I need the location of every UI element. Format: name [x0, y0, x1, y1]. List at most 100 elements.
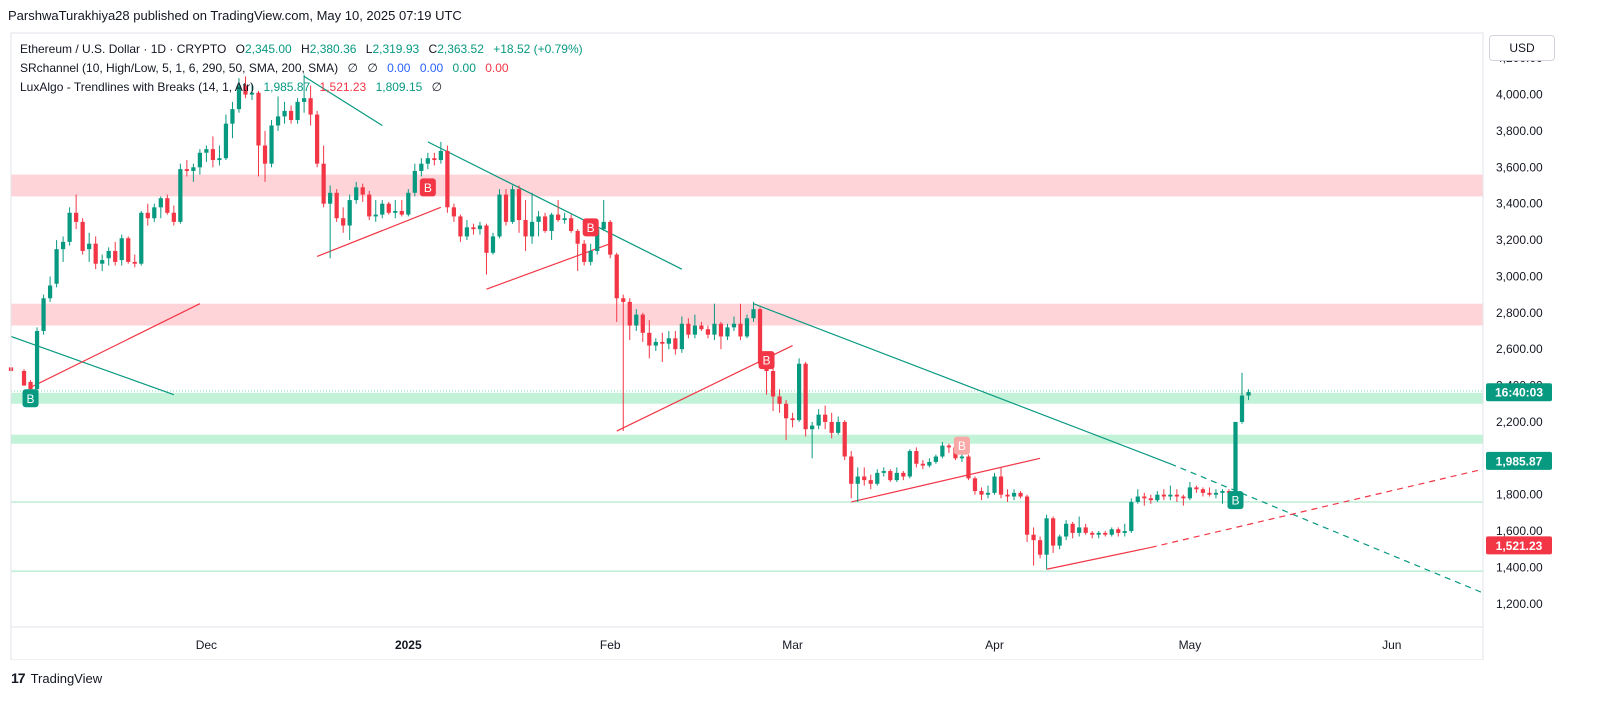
candle-body [542, 216, 548, 231]
footer-brand: 17 TradingView [11, 670, 102, 686]
candle-down [790, 412, 795, 428]
candle-body [1070, 523, 1075, 533]
candle-body [236, 85, 242, 110]
candle-body [816, 414, 821, 426]
candle-body [87, 243, 92, 250]
candle-body [41, 298, 46, 331]
candle-down [1037, 536, 1043, 559]
candle-body [1011, 492, 1017, 497]
candle-down [471, 223, 476, 235]
candle-body [803, 363, 808, 430]
candle-body [119, 238, 124, 261]
y-tick-label: 3,000.00 [1496, 269, 1543, 283]
candle-up [425, 152, 430, 170]
candle-up [1187, 481, 1193, 501]
candle-body [751, 309, 756, 319]
candle-down [1161, 489, 1166, 501]
candle-up [1239, 372, 1245, 424]
candle-up [816, 409, 821, 430]
marker-badge [1227, 491, 1244, 510]
candle-down [569, 214, 574, 233]
x-axis: Dec 2025 Feb Mar Apr May Jun [196, 638, 1402, 652]
sr-zones [11, 174, 1483, 444]
candle-down [315, 110, 320, 168]
candle-down [432, 152, 437, 166]
candle-up [836, 416, 841, 435]
y-tick-label: 1,400.00 [1496, 560, 1543, 574]
candle-body [458, 216, 463, 237]
candle-up [139, 210, 144, 266]
currency-button[interactable]: USD [1489, 35, 1555, 61]
candle-body [666, 338, 671, 344]
candle-down [972, 476, 978, 495]
candle-down [862, 467, 867, 486]
candlestick-chart[interactable]: B B B B B B 1,200.00 1,400.00 1,600.00 1,800.00 2… [0, 0, 1600, 660]
candle-down [308, 85, 313, 126]
candle-body [328, 192, 333, 204]
luxalgo-value: 1,809.15 [375, 80, 423, 94]
candle-body [321, 163, 326, 204]
candle-up [191, 163, 196, 182]
candle-body [1024, 496, 1030, 535]
candle-up [1213, 489, 1219, 499]
candle-body [197, 152, 203, 168]
candle-down [946, 443, 952, 453]
candle-body [380, 203, 385, 215]
candle-up [751, 301, 756, 322]
candle-body [445, 150, 450, 208]
marker-label: B [958, 439, 966, 453]
candle-body [1207, 492, 1212, 495]
srchannel-value: 0.00 [387, 61, 411, 75]
sr-zone [11, 434, 1483, 444]
candle-down [673, 331, 678, 355]
marker-label: B [587, 221, 595, 235]
candle-up [634, 309, 639, 331]
candle-body [770, 371, 776, 397]
candle-up [881, 467, 886, 477]
candle-body [373, 214, 378, 217]
support-lines [11, 390, 1483, 572]
y-tick-label: 2,200.00 [1496, 415, 1543, 429]
candle-down [386, 201, 391, 215]
trendline [486, 243, 611, 290]
luxalgo-name[interactable]: LuxAlgo - Trendlines with Breaks (14, 1,… [20, 80, 255, 94]
symbol-name[interactable]: Ethereum / U.S. Dollar · 1D · CRYPTO [20, 42, 227, 56]
candle-body [262, 145, 268, 164]
candle-down [979, 487, 984, 501]
candle-body [901, 472, 906, 477]
candle-down [360, 183, 365, 202]
candle-body [1168, 494, 1173, 497]
srchannel-name[interactable]: SRchannel (10, High/Low, 5, 1, 6, 290, 5… [20, 61, 339, 75]
x-tick-label: Feb [600, 638, 621, 652]
candle-body [855, 476, 860, 484]
candle-body [1174, 494, 1179, 497]
candle-body [67, 212, 72, 242]
candle-body [992, 476, 997, 493]
candle-body [569, 218, 574, 231]
candle-up [380, 200, 385, 219]
candle-up [1135, 489, 1140, 504]
candle-body [21, 371, 27, 386]
candle-body [555, 214, 561, 221]
candle-body [145, 212, 150, 219]
candle-body [438, 150, 443, 161]
candle-down [1116, 527, 1121, 537]
candle-body [1109, 529, 1114, 535]
candle-down [1005, 489, 1010, 502]
candle-down [842, 420, 847, 461]
chart-legend: Ethereum / U.S. Dollar · 1D · CRYPTO O2,… [20, 40, 583, 97]
candle-up [230, 101, 235, 139]
high-label: H [301, 42, 310, 56]
candle-down [783, 400, 789, 441]
candle-down [1207, 487, 1212, 497]
candle-down [803, 361, 808, 437]
close-label: C [428, 42, 438, 56]
candle-body [171, 212, 176, 222]
price-label-bg [1486, 536, 1552, 555]
trendline [1150, 468, 1484, 549]
candle-down [901, 471, 906, 481]
candle-down [575, 229, 580, 271]
candle-up [1044, 514, 1049, 570]
candle-down [914, 447, 919, 468]
candle-up [1129, 498, 1134, 533]
